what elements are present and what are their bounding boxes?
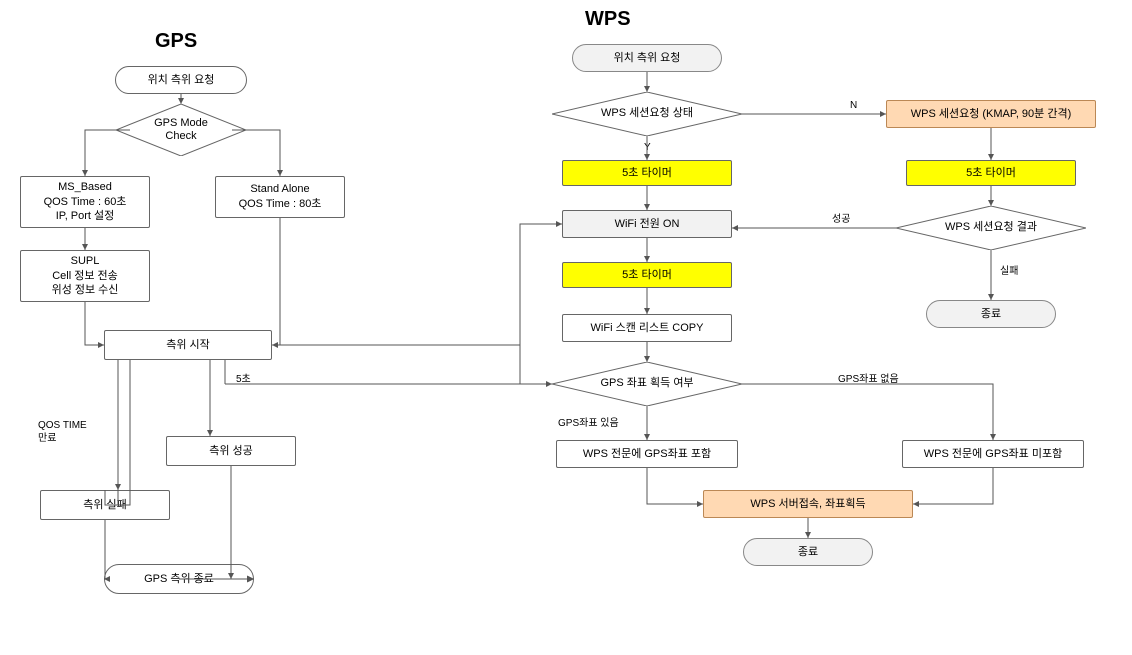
wps-start-label: 위치 측위 요청: [614, 51, 681, 66]
wps-start-terminator: 위치 측위 요청: [572, 44, 722, 72]
wps-edge-gps-no: GPS좌표 없음: [838, 370, 899, 385]
wps-session-state-label: WPS 세션요청 상태: [552, 92, 742, 136]
gps-mode-check-label: GPS Mode Check: [116, 104, 246, 156]
gps-start-label: 위치 측위 요청: [148, 73, 215, 88]
gps-edge-qos: QOS TIME 만료: [38, 420, 87, 445]
wps-timer2-text: 5초 타이머: [966, 166, 1016, 181]
wps-wifi-on-box: WiFi 전원 ON: [562, 210, 732, 238]
gps-stand-alone-box: Stand Alone QOS Time : 80초: [215, 176, 345, 218]
gps-start-terminator: 위치 측위 요청: [115, 66, 247, 94]
wps-gps-no-text: WPS 전문에 GPS좌표 미포함: [924, 447, 1062, 462]
wps-timer1-box: 5초 타이머: [562, 160, 732, 186]
wps-edge-y: Y: [644, 142, 651, 153]
wps-timer1-text: 5초 타이머: [622, 166, 672, 181]
wps-edge-fail: 실패: [1000, 262, 1018, 277]
wps-gps-yes-text: WPS 전문에 GPS좌표 포함: [583, 447, 711, 462]
wps-server-text: WPS 서버접속, 좌표획득: [750, 497, 865, 512]
wps-edge-gps-yes: GPS좌표 있음: [558, 414, 619, 429]
gps-measure-start-box: 측위 시작: [104, 330, 272, 360]
gps-end-label: GPS 측위 종료: [144, 572, 214, 587]
wps-session-state-decision: WPS 세션요청 상태: [552, 92, 742, 136]
wps-session-req-text: WPS 세션요청 (KMAP, 90분 간격): [911, 107, 1072, 122]
wps-gps-coord-decision: GPS 좌표 획득 여부: [552, 362, 742, 406]
wps-timer3-box: 5초 타이머: [562, 262, 732, 288]
gps-measure-success-box: 측위 성공: [166, 436, 296, 466]
gps-ms-based-text: MS_Based QOS Time : 60초 IP, Port 설정: [44, 180, 127, 225]
wps-edge-success: 성공: [832, 210, 850, 225]
gps-ms-based-box: MS_Based QOS Time : 60초 IP, Port 설정: [20, 176, 150, 228]
wps-end2-label: 종료: [798, 545, 818, 560]
wps-wifi-scan-box: WiFi 스캔 리스트 COPY: [562, 314, 732, 342]
gps-measure-success-text: 측위 성공: [209, 444, 253, 459]
gps-measure-start-text: 측위 시작: [166, 338, 210, 353]
wps-gps-coord-label: GPS 좌표 획득 여부: [552, 362, 742, 406]
wps-session-result-label: WPS 세션요청 결과: [896, 206, 1086, 250]
gps-measure-fail-text: 측위 실패: [83, 498, 127, 513]
gps-supl-box: SUPL Cell 정보 전송 위성 정보 수신: [20, 250, 150, 302]
wps-title: WPS: [585, 8, 631, 31]
gps-title: GPS: [155, 30, 197, 53]
wps-server-box: WPS 서버접속, 좌표획득: [703, 490, 913, 518]
wps-gps-no-box: WPS 전문에 GPS좌표 미포함: [902, 440, 1084, 468]
gps-stand-alone-text: Stand Alone QOS Time : 80초: [239, 182, 322, 212]
wps-timer3-text: 5초 타이머: [622, 268, 672, 283]
wps-end2-terminator: 종료: [743, 538, 873, 566]
wps-timer2-box: 5초 타이머: [906, 160, 1076, 186]
wps-end1-terminator: 종료: [926, 300, 1056, 328]
gps-measure-fail-box: 측위 실패: [40, 490, 170, 520]
wps-end1-label: 종료: [981, 307, 1001, 322]
wps-wifi-on-text: WiFi 전원 ON: [615, 217, 680, 232]
gps-mode-check-decision: GPS Mode Check: [116, 104, 246, 156]
wps-edge-n: N: [850, 100, 857, 111]
gps-edge-5s: 5초: [236, 370, 251, 385]
wps-session-req-box: WPS 세션요청 (KMAP, 90분 간격): [886, 100, 1096, 128]
gps-supl-text: SUPL Cell 정보 전송 위성 정보 수신: [52, 254, 119, 299]
wps-gps-yes-box: WPS 전문에 GPS좌표 포함: [556, 440, 738, 468]
wps-wifi-scan-text: WiFi 스캔 리스트 COPY: [591, 321, 704, 336]
gps-end-terminator: GPS 측위 종료: [104, 564, 254, 594]
wps-session-result-decision: WPS 세션요청 결과: [896, 206, 1086, 250]
